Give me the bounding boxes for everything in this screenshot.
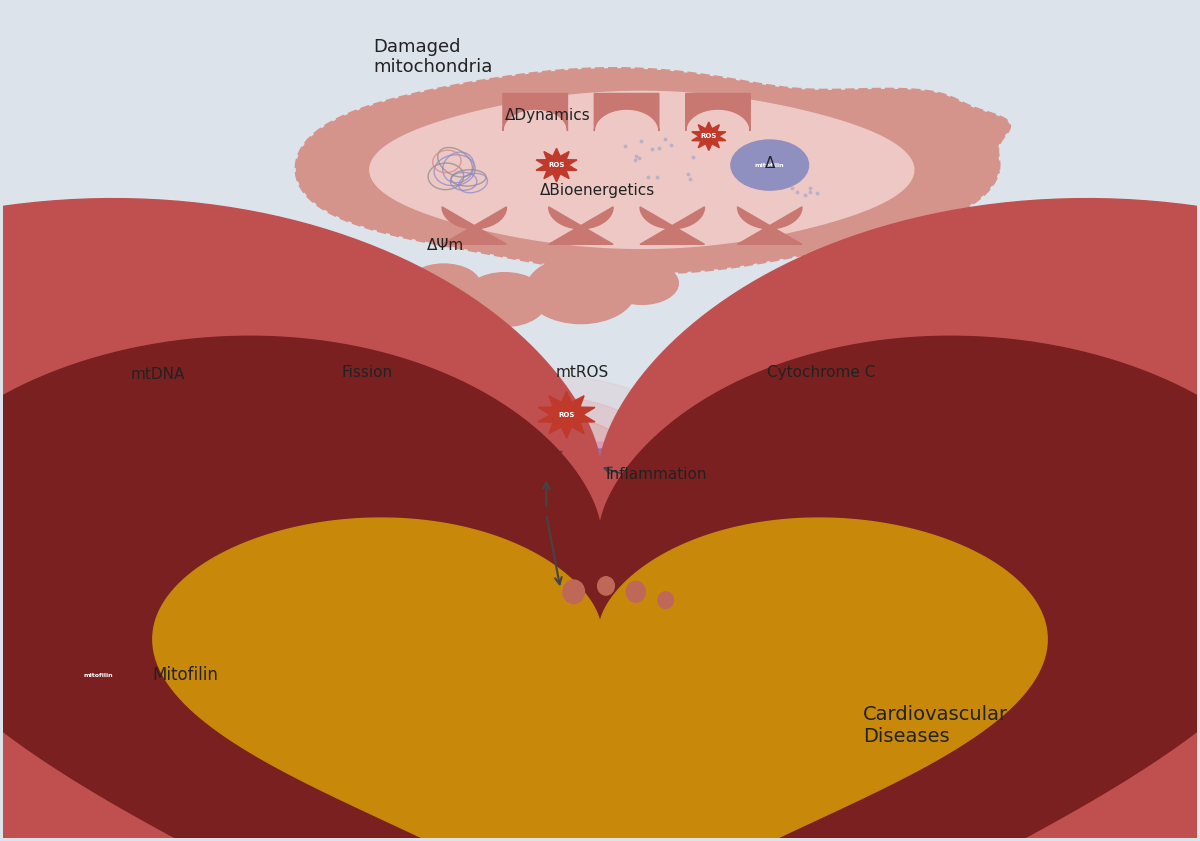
Ellipse shape (494, 591, 706, 718)
Polygon shape (640, 207, 704, 245)
Ellipse shape (563, 580, 584, 604)
Polygon shape (0, 198, 1200, 841)
Text: ROS: ROS (701, 133, 718, 140)
Polygon shape (538, 391, 595, 438)
Ellipse shape (457, 415, 636, 518)
Polygon shape (0, 336, 1200, 841)
Polygon shape (594, 93, 659, 131)
Ellipse shape (517, 457, 565, 484)
Polygon shape (691, 122, 726, 151)
Ellipse shape (598, 577, 614, 595)
Ellipse shape (390, 527, 810, 781)
Ellipse shape (337, 495, 863, 813)
Ellipse shape (565, 457, 606, 482)
Ellipse shape (506, 447, 533, 462)
Polygon shape (370, 92, 913, 248)
Ellipse shape (658, 592, 673, 609)
Polygon shape (503, 93, 568, 131)
Ellipse shape (64, 653, 133, 697)
Text: mtDNA: mtDNA (131, 367, 185, 382)
Polygon shape (755, 416, 880, 448)
Polygon shape (536, 148, 577, 182)
Text: Damaged
mitochondria: Damaged mitochondria (373, 38, 492, 77)
Text: Fission: Fission (342, 364, 392, 379)
Polygon shape (442, 207, 506, 245)
Text: Δ: Δ (764, 156, 775, 171)
Text: mitofilin: mitofilin (84, 673, 113, 678)
Text: ΔΨm: ΔΨm (427, 237, 464, 252)
Text: Mitofilin: Mitofilin (152, 666, 218, 685)
Ellipse shape (544, 431, 592, 458)
Polygon shape (295, 68, 1010, 273)
Ellipse shape (425, 397, 667, 537)
Polygon shape (738, 207, 802, 245)
Ellipse shape (485, 431, 608, 502)
Text: mtROS: mtROS (556, 364, 608, 379)
Polygon shape (367, 381, 444, 448)
Ellipse shape (443, 559, 757, 749)
Text: Inflammation: Inflammation (606, 468, 708, 482)
Text: Cardiovascular
Diseases: Cardiovascular Diseases (863, 705, 1008, 746)
Ellipse shape (389, 375, 704, 558)
Ellipse shape (529, 463, 553, 478)
Text: ROS: ROS (558, 411, 575, 418)
Ellipse shape (407, 264, 480, 306)
Polygon shape (283, 381, 360, 448)
Text: ΔBioenergetics: ΔBioenergetics (540, 183, 655, 198)
Polygon shape (548, 207, 613, 245)
Polygon shape (685, 93, 750, 131)
Ellipse shape (576, 463, 596, 475)
Text: ΔDynamics: ΔDynamics (504, 108, 590, 123)
Ellipse shape (493, 439, 546, 469)
Ellipse shape (462, 272, 547, 326)
Ellipse shape (605, 262, 678, 304)
Ellipse shape (590, 449, 612, 463)
Text: ROS: ROS (548, 162, 565, 168)
Ellipse shape (556, 437, 580, 451)
Ellipse shape (626, 581, 646, 602)
Ellipse shape (731, 140, 809, 190)
Ellipse shape (526, 257, 636, 324)
Polygon shape (152, 518, 1048, 841)
Text: Cytochrome C: Cytochrome C (767, 364, 875, 379)
Ellipse shape (580, 442, 623, 469)
Text: mitofilin: mitofilin (755, 162, 785, 167)
